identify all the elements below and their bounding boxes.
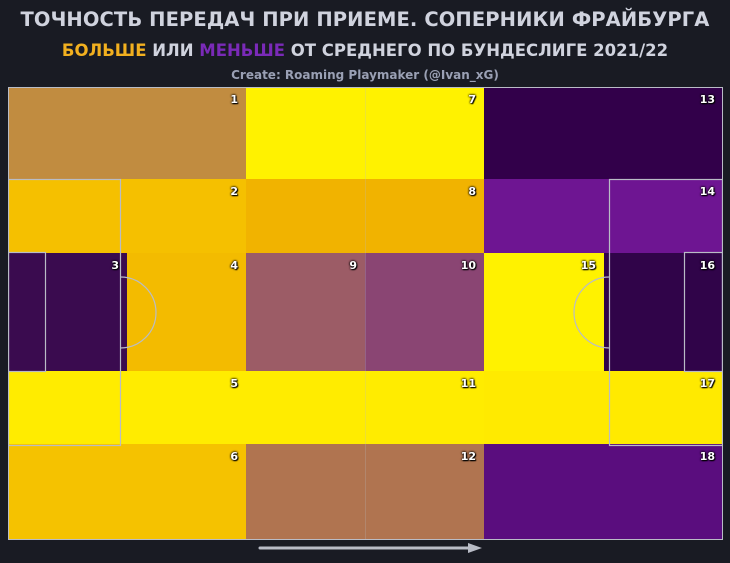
- zone-7: 7: [246, 87, 484, 179]
- zone-number: 2: [230, 185, 238, 198]
- zone-12: 12: [246, 444, 484, 540]
- zone-number: 10: [460, 259, 476, 272]
- zone-17: 17: [484, 371, 723, 444]
- zone-number: 17: [699, 377, 715, 390]
- zone-number: 9: [349, 259, 357, 272]
- zone-1: 1: [8, 87, 246, 179]
- chart-subtitle: БОЛЬШЕ ИЛИ МЕНЬШЕ ОТ СРЕДНЕГО ПО БУНДЕСЛ…: [0, 41, 730, 60]
- chart-title: ТОЧНОСТЬ ПЕРЕДАЧ ПРИ ПРИЕМЕ. СОПЕРНИКИ Ф…: [20, 8, 710, 31]
- zone-3: 3: [8, 253, 127, 371]
- zone-number: 15: [580, 259, 596, 272]
- zone-13: 13: [484, 87, 723, 179]
- legend-more: БОЛЬШЕ: [61, 41, 147, 60]
- zone-number: 3: [111, 259, 119, 272]
- zone-number: 7: [468, 93, 476, 106]
- zone-number: 5: [230, 377, 238, 390]
- zone-number: 11: [460, 377, 476, 390]
- zone-number: 18: [699, 450, 715, 463]
- zone-number: 12: [460, 450, 476, 463]
- legend-or: ИЛИ: [152, 41, 194, 60]
- credit-line: Create: Roaming Playmaker (@Ivan_xG): [231, 68, 499, 82]
- zone-18: 18: [484, 444, 723, 540]
- zone-number: 6: [230, 450, 238, 463]
- zone-6: 6: [8, 444, 246, 540]
- zone-16: 16: [604, 253, 723, 371]
- legend-rest: ОТ СРЕДНЕГО ПО БУНДЕСЛИГЕ 2021/22: [290, 41, 669, 60]
- zone-number: 16: [699, 259, 715, 272]
- zone-10: 10: [365, 253, 484, 371]
- legend-less: МЕНЬШЕ: [199, 41, 286, 60]
- zone-4: 4: [127, 253, 246, 371]
- zone-number: 4: [230, 259, 238, 272]
- zone-number: 8: [468, 185, 476, 198]
- attack-direction-arrow-icon: [258, 543, 482, 553]
- zone-5: 5: [8, 371, 246, 444]
- pitch: 1 2 3 4 5 6 7 8 9 10 11 12 13 14 15 16 17 18: [8, 87, 723, 540]
- zone-14: 14: [484, 179, 723, 253]
- zone-number: 1: [230, 93, 238, 106]
- zone-2: 2: [8, 179, 246, 253]
- zone-number: 13: [699, 93, 715, 106]
- zone-number: 14: [699, 185, 715, 198]
- zone-8: 8: [246, 179, 484, 253]
- zone-15: 15: [484, 253, 604, 371]
- zone-9: 9: [246, 253, 365, 371]
- zone-11: 11: [246, 371, 484, 444]
